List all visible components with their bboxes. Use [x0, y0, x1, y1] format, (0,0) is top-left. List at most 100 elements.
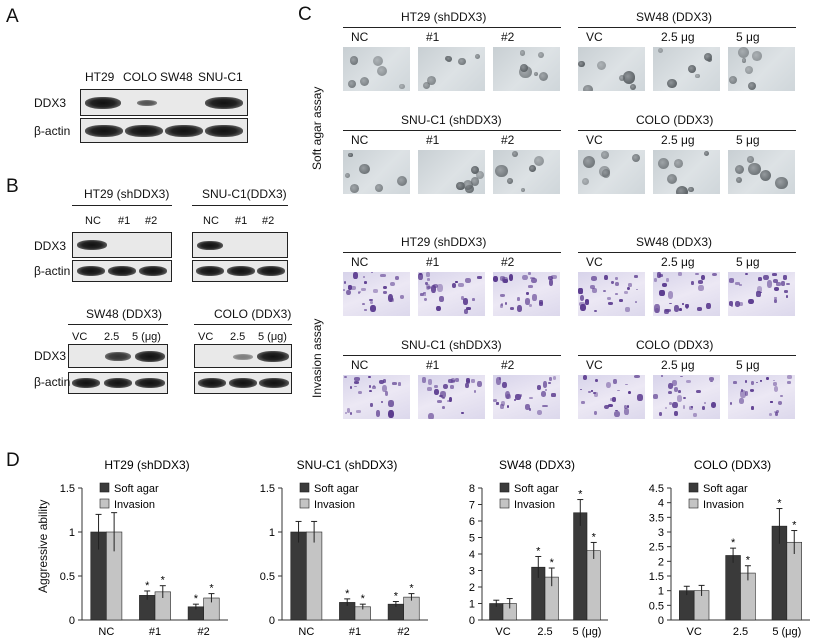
y-tick-label: 0 [69, 615, 75, 627]
legend-swatch-soft-agar [299, 482, 310, 493]
lane-label: #2 [501, 255, 515, 269]
lane-label: NC [351, 133, 369, 147]
lane-label: #1 [426, 358, 440, 372]
assay-group-title: SNU-C1 (shDDX3) [401, 113, 502, 127]
legend-label: Soft agar [514, 483, 559, 495]
invasion-micrograph [653, 375, 720, 419]
soft-agar-micrograph [493, 150, 560, 194]
lane-label: #2 [501, 133, 515, 147]
significance-star: * [361, 593, 366, 605]
significance-star: * [145, 580, 150, 592]
bar-soft-agar [573, 512, 588, 621]
legend-swatch-soft-agar [688, 482, 699, 493]
y-tick-label: 0 [658, 615, 664, 627]
y-tick-label: 1.5 [649, 571, 664, 583]
x-tick-label: NC [98, 626, 114, 638]
lane-label: #2 [262, 215, 275, 227]
assay-group-title: COLO (DDX3) [636, 338, 714, 352]
lane-label: 5 μg [736, 30, 760, 44]
blot-beta-actin [194, 372, 292, 394]
legend-label: Soft agar [703, 483, 748, 495]
y-tick-label: 1 [658, 586, 664, 598]
lane-label: #1 [426, 30, 440, 44]
chart-title: COLO (DDX3) [694, 458, 771, 472]
soft-agar-micrograph [728, 47, 795, 91]
blot-ddx3 [72, 232, 172, 258]
soft-agar-micrograph [418, 47, 485, 91]
legend-swatch-invasion [688, 498, 699, 509]
significance-star: * [746, 555, 751, 567]
lane-label: #1 [426, 255, 440, 269]
lane-label: VC [586, 30, 603, 44]
y-tick-label: 0.5 [260, 571, 275, 583]
x-tick-label: 2.5 [537, 626, 552, 638]
y-tick-label: 2 [469, 582, 475, 594]
lane-label: VC [72, 331, 88, 343]
y-tick-label: 6 [469, 516, 475, 528]
assay-group-title: HT29 (shDDX3) [401, 235, 487, 249]
legend-label: Invasion [703, 499, 744, 511]
y-tick-label: 3.5 [649, 512, 664, 524]
invasion-micrograph [493, 272, 560, 316]
y-tick-label: 4 [469, 549, 475, 561]
blot-beta-actin [80, 118, 248, 143]
row-label: β-actin [34, 375, 71, 389]
side-label-invasion: Invasion assay [310, 318, 324, 398]
significance-star: * [792, 520, 797, 532]
lane-label: NC [85, 215, 101, 227]
legend-label: Soft agar [314, 483, 359, 495]
legend-swatch-soft-agar [99, 482, 110, 493]
lane-label: #2 [501, 30, 515, 44]
y-tick-label: 8 [469, 483, 475, 495]
significance-star: * [161, 575, 166, 587]
blot-ddx3 [68, 344, 168, 368]
x-tick-label: #2 [198, 626, 210, 638]
assay-group-title: SW48 (DDX3) [636, 10, 713, 24]
lane-label: 5 (μg) [258, 331, 287, 343]
lane-label: 5 (μg) [132, 331, 161, 343]
y-tick-label: 4 [658, 498, 664, 510]
significance-star: * [731, 537, 736, 549]
lane-label: 2.5 μg [661, 30, 695, 44]
row-label: β-actin [34, 264, 71, 278]
lane-label: VC [198, 331, 214, 343]
lane-label: 5 μg [736, 255, 760, 269]
lane-label: NC [351, 30, 369, 44]
lane-label: #2 [145, 215, 158, 227]
bar-invasion [306, 531, 323, 621]
lane-label: SW48 [160, 70, 193, 84]
row-label: DDX3 [34, 349, 67, 363]
significance-star: * [592, 531, 597, 543]
lane-label: #1 [235, 215, 248, 227]
lane-label: #2 [501, 358, 515, 372]
lane-label: #1 [426, 133, 440, 147]
invasion-micrograph [418, 272, 485, 316]
y-tick-label: 0 [269, 615, 275, 627]
invasion-micrograph [343, 272, 410, 316]
significance-star: * [550, 557, 555, 569]
blot-title: SNU-C1(DDX3) [202, 187, 287, 201]
y-tick-label: 1 [269, 527, 275, 539]
significance-star: * [209, 583, 214, 595]
blot-title: SW48 (DDX3) [86, 307, 163, 321]
blot-title: HT29 (shDDX3) [84, 187, 170, 201]
chart-title: SNU-C1 (shDDX3) [297, 458, 398, 472]
lane-label: 2.5 μg [661, 255, 695, 269]
significance-star: * [409, 583, 414, 595]
invasion-micrograph [728, 375, 795, 419]
legend-label: Invasion [514, 499, 555, 511]
lane-label: VC [586, 133, 603, 147]
x-tick-label: 2.5 [733, 626, 748, 638]
panel-d-bar-charts: HT29 (shDDX3) 0 0.5 1 1.5 NC #1 * * #2 * * Soft agar… [60, 458, 810, 638]
lane-label: COLO [123, 70, 158, 84]
lane-label: NC [351, 358, 369, 372]
invasion-micrograph [578, 375, 645, 419]
significance-star: * [394, 591, 399, 603]
blot-title: COLO (DDX3) [214, 307, 292, 321]
lane-label: HT29 [85, 70, 115, 84]
x-tick-label: VC [687, 626, 702, 638]
assay-group-title: HT29 (shDDX3) [401, 10, 487, 24]
legend-label: Invasion [114, 499, 155, 511]
invasion-micrograph [493, 375, 560, 419]
significance-star: * [345, 588, 350, 600]
